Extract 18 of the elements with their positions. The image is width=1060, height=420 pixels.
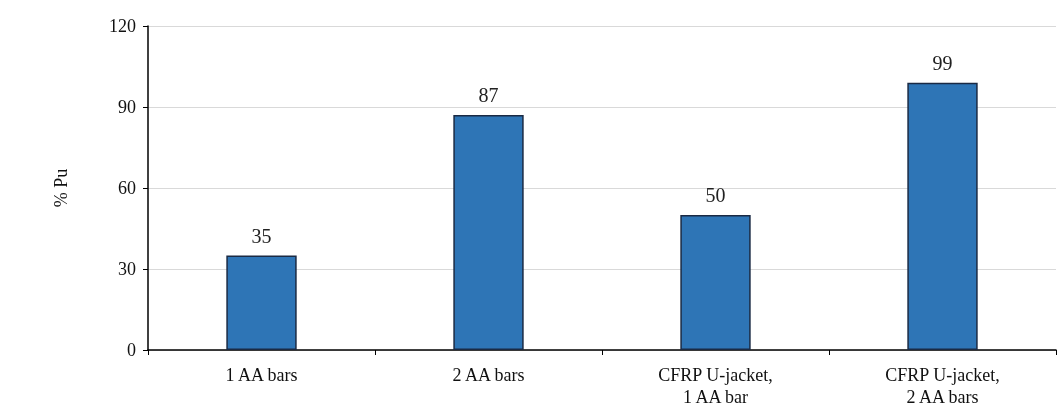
bar (453, 115, 524, 350)
bar (907, 82, 978, 350)
y-tick-label: 0 (127, 340, 136, 360)
data-label: 35 (251, 224, 272, 247)
data-label: 99 (932, 51, 953, 74)
x-tick-label: CFRP U-jacket, 1 AA bar (658, 365, 773, 407)
y-axis-title: % Pu (51, 168, 71, 208)
bar (226, 255, 297, 350)
x-tick-label: CFRP U-jacket, 2 AA bars (885, 365, 1000, 407)
y-tick-label: 30 (118, 259, 136, 279)
y-tick-label: 120 (109, 16, 136, 36)
bar (680, 215, 751, 350)
x-tick-label: 1 AA bars (225, 365, 298, 385)
x-tick-label: 2 AA bars (452, 365, 525, 385)
data-label: 50 (705, 184, 726, 206)
y-tick-label: 60 (118, 178, 136, 198)
y-tick-label: 90 (118, 97, 136, 117)
data-label: 87 (478, 84, 499, 107)
